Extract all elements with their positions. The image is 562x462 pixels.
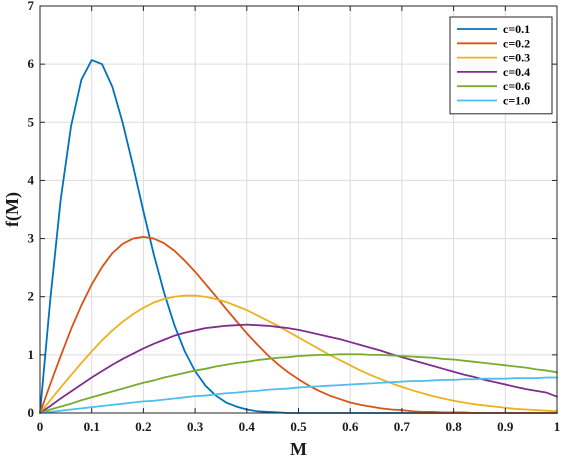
legend-label: c=1.0 [503, 94, 530, 108]
x-axis-title: M [290, 439, 307, 459]
y-tick-label: 2 [28, 289, 35, 304]
y-axis-ticks: 0 1 2 3 4 5 6 7 [28, 0, 557, 420]
x-tick-label: 0.3 [187, 419, 204, 434]
series-line-2 [39, 294, 558, 414]
x-tick-label: 0.5 [290, 419, 307, 434]
y-axis-title: f(M) [2, 192, 23, 227]
x-axis-ticks: 0 0.1 0.2 0.3 0.4 0.5 0.6 0.7 0.8 0.9 1 [37, 6, 561, 434]
y-tick-label: 7 [28, 0, 35, 13]
x-tick-label: 0.1 [84, 419, 100, 434]
x-tick-label: 0.8 [445, 419, 462, 434]
y-tick-label: 3 [28, 231, 35, 246]
x-tick-label: 0.4 [239, 419, 256, 434]
x-tick-label: 0.2 [135, 419, 151, 434]
x-tick-label: 0 [37, 419, 44, 434]
legend: c=0.1c=0.2c=0.3c=0.4c=0.6c=1.0 [449, 16, 553, 115]
series-line-5 [39, 376, 558, 414]
legend-label: c=0.3 [503, 51, 530, 65]
x-tick-label: 0.6 [342, 419, 359, 434]
y-tick-label: 5 [28, 114, 35, 129]
legend-label: c=0.2 [503, 36, 530, 50]
legend-label: c=0.1 [503, 22, 530, 36]
series-line-3 [39, 323, 558, 414]
x-tick-label: 0.9 [497, 419, 514, 434]
series-line-4 [39, 353, 558, 414]
legend-label: c=0.6 [503, 79, 530, 93]
x-tick-label: 1 [554, 419, 561, 434]
y-tick-label: 1 [28, 347, 35, 362]
x-tick-label: 0.7 [394, 419, 411, 434]
y-tick-label: 4 [28, 172, 35, 187]
y-tick-label: 6 [28, 56, 35, 71]
legend-box [449, 16, 553, 115]
y-tick-label: 0 [28, 405, 35, 420]
legend-label: c=0.4 [503, 65, 530, 79]
